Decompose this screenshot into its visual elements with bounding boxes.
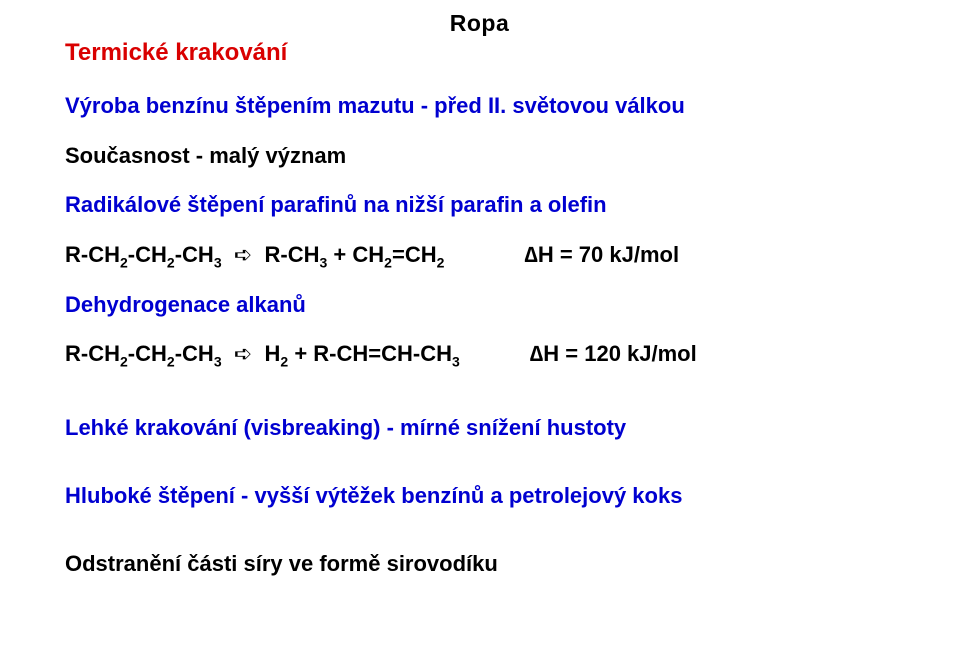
- eq-text: -CH: [175, 341, 214, 366]
- equation-2: R-CH2-CH2-CH3 ➪ H2 + R-CH=CH-CH3 ∆H = 12…: [65, 339, 894, 369]
- line-lehke: Lehké krakování (visbreaking) - mírné sn…: [65, 413, 894, 443]
- eq-sub: 2: [167, 254, 175, 270]
- eq-text: R-CH: [65, 242, 120, 267]
- eq-text: H: [265, 341, 281, 366]
- equation-2-dh: ∆H = 120 kJ/mol: [530, 339, 697, 369]
- eq-sub: 3: [214, 354, 222, 370]
- eq-text: R-CH: [65, 341, 120, 366]
- eq-text: R-CH: [265, 242, 320, 267]
- line-vyroba: Výroba benzínu štěpením mazutu - před II…: [65, 91, 894, 121]
- eq-text: -CH: [128, 242, 167, 267]
- eq-sub: 2: [437, 254, 445, 270]
- page-title: Ropa: [65, 10, 894, 37]
- spacer: [65, 463, 894, 481]
- line-dehydrogenace: Dehydrogenace alkanů: [65, 290, 894, 320]
- eq-sub: 2: [120, 254, 128, 270]
- line-hluboke: Hluboké štěpení - vyšší výtěžek benzínů …: [65, 481, 894, 511]
- eq-text: + CH: [327, 242, 384, 267]
- eq-sub: 3: [452, 354, 460, 370]
- eq-text: -CH: [128, 341, 167, 366]
- line-radikalove: Radikálové štěpení parafinů na nižší par…: [65, 190, 894, 220]
- eq-text: -CH: [175, 242, 214, 267]
- eq-text: =CH: [392, 242, 437, 267]
- equation-1: R-CH2-CH2-CH3 ➪ R-CH3 + CH2=CH2 ∆H = 70 …: [65, 240, 894, 270]
- arrow-icon: ➪: [234, 341, 252, 366]
- eq-sub: 2: [384, 254, 392, 270]
- line-soucasnost: Současnost - malý význam: [65, 141, 894, 171]
- eq-sub: 3: [214, 254, 222, 270]
- line-odstraneni: Odstranění části síry ve formě sirovodík…: [65, 549, 894, 579]
- eq-sub: 2: [120, 354, 128, 370]
- spacer: [65, 531, 894, 549]
- eq-sub: 2: [167, 354, 175, 370]
- spacer: [65, 389, 894, 413]
- equation-2-lhs: R-CH2-CH2-CH3 ➪ H2 + R-CH=CH-CH3: [65, 339, 460, 369]
- equation-1-lhs: R-CH2-CH2-CH3 ➪ R-CH3 + CH2=CH2: [65, 240, 444, 270]
- arrow-icon: ➪: [234, 242, 252, 267]
- section-title: Termické krakování: [65, 39, 894, 67]
- equation-1-dh: ∆H = 70 kJ/mol: [524, 240, 679, 270]
- eq-text: + R-CH=CH-CH: [288, 341, 452, 366]
- page: Ropa Termické krakování Výroba benzínu š…: [0, 0, 959, 671]
